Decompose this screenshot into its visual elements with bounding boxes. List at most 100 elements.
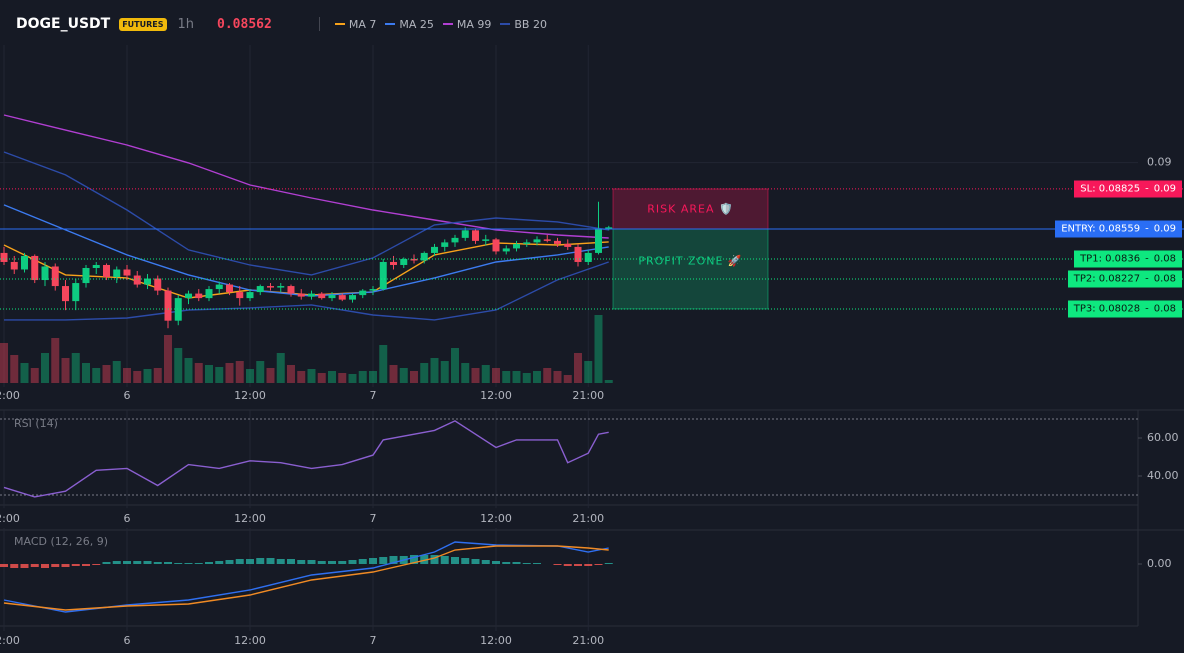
panel-title: MACD (12, 26, 9): [14, 535, 108, 548]
histogram-bar: [297, 560, 306, 564]
histogram-bar: [245, 559, 254, 564]
candle-body: [553, 240, 561, 244]
level-tag: TP1: 0.0836-0.08: [1074, 250, 1182, 268]
legend-label: MA 25: [399, 17, 434, 31]
candle-body: [133, 275, 141, 285]
x-tick-label: 12:00: [0, 512, 20, 525]
volume-bar: [358, 371, 367, 383]
legend-item[interactable]: MA 7: [334, 18, 376, 31]
histogram-bar: [502, 562, 511, 564]
histogram-bar: [430, 555, 439, 564]
volume-bar: [399, 368, 408, 383]
histogram-bar: [594, 564, 603, 565]
volume-bar: [143, 369, 152, 383]
level-label: TP3: 0.08028: [1073, 303, 1141, 315]
candle-body: [471, 230, 479, 241]
volume-bar: [563, 375, 572, 383]
histogram-bar: [358, 559, 367, 564]
candle-body: [41, 266, 49, 281]
candle-body: [82, 267, 90, 284]
x-tick-label: 12:00: [480, 634, 512, 647]
bb-upper: [3, 151, 609, 276]
volume-bar: [51, 338, 60, 383]
level-label: TP1: 0.0836: [1080, 253, 1141, 265]
histogram-bar: [235, 559, 244, 564]
histogram-bar: [153, 562, 162, 564]
ma-line: [3, 241, 609, 299]
histogram-bar: [184, 563, 193, 564]
volume-bar: [235, 361, 244, 383]
legend-swatch: [500, 23, 511, 25]
candle-body: [51, 266, 59, 287]
histogram-bar: [215, 561, 224, 564]
candle-body: [461, 230, 469, 238]
x-tick-label: 12:00: [234, 634, 266, 647]
volume-bar: [471, 368, 480, 383]
ma-line: [3, 114, 609, 239]
macd-line: [3, 545, 609, 611]
histogram-bar: [604, 563, 613, 564]
histogram-bar: [133, 561, 142, 564]
candle-body: [379, 261, 387, 290]
x-tick-label: 7: [369, 512, 376, 525]
separator: -: [1145, 183, 1149, 195]
histogram-bar: [563, 564, 572, 566]
volume-bar: [604, 380, 613, 383]
legend-item[interactable]: BB 20: [500, 18, 547, 31]
histogram-bar: [440, 556, 449, 564]
interval[interactable]: 1h: [177, 16, 195, 32]
separator: -: [1145, 303, 1149, 315]
candle-body: [307, 293, 315, 297]
x-tick-label: 21:00: [572, 512, 604, 525]
candle-body: [369, 289, 377, 291]
volume-bar: [389, 365, 398, 383]
legend-item[interactable]: MA 99: [442, 18, 491, 31]
level-tag: SL: 0.08825-0.09: [1074, 180, 1182, 198]
volume-bar: [502, 371, 511, 383]
candle-body: [20, 255, 28, 270]
candle-body: [359, 290, 367, 296]
histogram-bar: [40, 564, 49, 568]
last-price: 0.08562: [217, 16, 272, 32]
candle-body: [154, 278, 162, 291]
zone-label: PROFIT ZONE 🚀: [638, 254, 743, 268]
candle-body: [410, 258, 418, 261]
volume-bar: [133, 371, 142, 383]
symbol[interactable]: DOGE_USDT: [16, 16, 111, 32]
legend-item[interactable]: MA 25: [385, 18, 434, 31]
histogram-bar: [286, 559, 295, 564]
candle-body: [543, 239, 551, 241]
volume-bar: [20, 363, 29, 383]
volume-bar: [368, 371, 377, 383]
level-label: TP2: 0.08227: [1073, 273, 1141, 285]
legend: MA 7 MA 25 MA 99 BB 20: [334, 18, 556, 31]
x-tick-label: 12:00: [0, 634, 20, 647]
level-price: 0.08: [1153, 303, 1176, 315]
volume-bar: [553, 371, 562, 383]
candle-body: [123, 269, 131, 276]
histogram-bar: [122, 561, 131, 564]
candle-body: [348, 295, 356, 300]
volume-bar: [430, 358, 439, 383]
x-tick-label: 21:00: [572, 634, 604, 647]
histogram-bar: [461, 558, 470, 564]
volume-bar: [194, 363, 203, 383]
candle-body: [584, 252, 592, 262]
separator: -: [1145, 253, 1149, 265]
level-tag: TP3: 0.08028-0.08: [1067, 300, 1182, 318]
candle-body: [287, 286, 295, 294]
volume-bar: [215, 367, 224, 383]
x-tick-label: 6: [123, 512, 130, 525]
histogram-bar: [368, 558, 377, 564]
volume-bar: [379, 345, 388, 383]
divider: [318, 17, 320, 31]
candle-body: [523, 242, 531, 244]
candle-body: [400, 258, 408, 265]
x-tick-label: 21:00: [572, 389, 604, 402]
histogram-bar: [307, 560, 316, 564]
histogram-bar: [338, 561, 347, 564]
level-price: 0.08: [1153, 253, 1176, 265]
volume-bar: [522, 373, 531, 383]
histogram-bar: [481, 560, 490, 564]
